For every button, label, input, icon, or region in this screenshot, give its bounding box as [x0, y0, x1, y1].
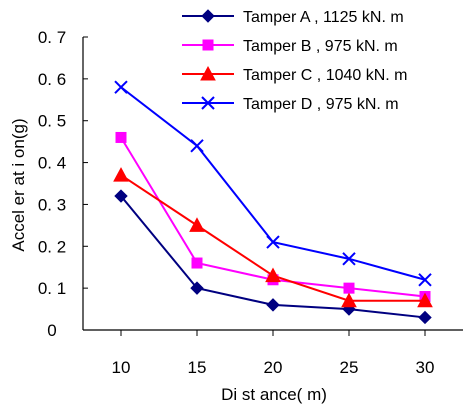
series-c	[113, 167, 433, 308]
legend-marker	[202, 39, 214, 51]
y-axis-title: Accel er at i on(g)	[9, 118, 28, 251]
legend-item: Tamper C , 1040 kN. m	[182, 65, 408, 84]
legend-item: Tamper D , 975 kN. m	[182, 96, 399, 113]
x-tick-label: 30	[416, 358, 435, 377]
legend-item: Tamper A , 1125 kN. m	[182, 9, 404, 26]
legend-item: Tamper B , 975 kN. m	[182, 38, 398, 55]
series-d	[114, 80, 432, 287]
data-point-marker	[342, 252, 356, 266]
y-tick-label: 0. 3	[38, 195, 66, 214]
x-tick-label: 25	[340, 358, 359, 377]
data-point-marker	[114, 80, 128, 94]
data-point-marker	[115, 131, 127, 143]
y-tick-label: 0. 2	[38, 237, 66, 256]
legend-label: Tamper D , 975 kN. m	[243, 96, 399, 113]
y-tick-label: 0. 4	[38, 154, 66, 173]
legend-label: Tamper A , 1125 kN. m	[243, 9, 404, 26]
y-tick-label: 0. 7	[38, 28, 66, 47]
data-point-marker	[113, 167, 129, 182]
legend-marker	[200, 65, 216, 81]
x-ticks: 10 15 20 25 30	[112, 330, 435, 377]
legend-label: Tamper C , 1040 kN. m	[243, 67, 408, 84]
y-tick-label: 0	[47, 321, 56, 340]
data-point-marker	[266, 298, 280, 312]
series-a	[114, 189, 432, 325]
data-point-marker	[189, 217, 205, 232]
data-point-marker	[191, 257, 203, 269]
data-point-marker	[266, 235, 280, 249]
x-tick-label: 10	[112, 358, 131, 377]
data-point-marker	[114, 189, 128, 203]
data-point-marker	[190, 281, 204, 295]
data-point-marker	[418, 273, 432, 287]
data-point-marker	[265, 267, 281, 283]
x-axis-title: Di st ance( m)	[221, 385, 327, 404]
data-point-marker	[190, 139, 204, 153]
plot-area: 0 0. 1 0. 2 0. 3 0. 4 0. 5 0. 6 0. 7 10 15 20 25 30	[38, 28, 463, 377]
y-tick-label: 0. 6	[38, 70, 66, 89]
y-ticks: 0 0. 1 0. 2 0. 3 0. 4 0. 5 0. 6 0. 7	[38, 28, 88, 340]
data-point-marker	[417, 292, 433, 308]
data-point-marker	[341, 292, 357, 308]
legend-marker	[201, 96, 215, 110]
legend: Tamper A , 1125 kN. m Tamper B , 975 kN. …	[182, 9, 408, 113]
series-layer	[113, 80, 433, 325]
legend-marker	[201, 9, 215, 23]
legend-label: Tamper B , 975 kN. m	[243, 38, 398, 55]
data-point-marker	[418, 310, 432, 325]
data-point-marker	[343, 282, 355, 294]
y-tick-label: 0. 1	[38, 279, 66, 298]
y-tick-label: 0. 5	[38, 112, 66, 131]
x-tick-label: 15	[188, 358, 207, 377]
x-tick-label: 20	[264, 358, 283, 377]
